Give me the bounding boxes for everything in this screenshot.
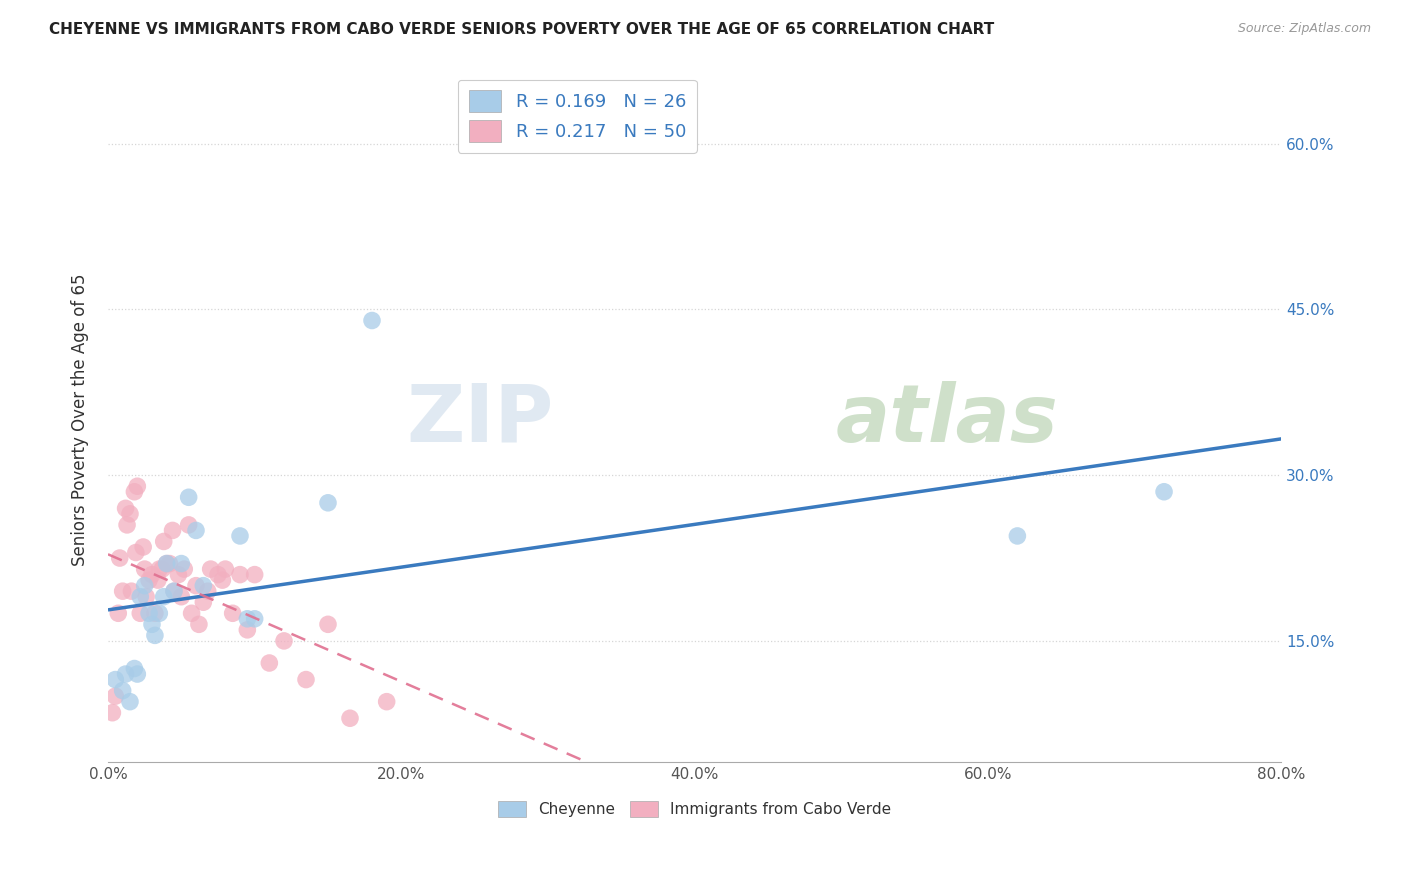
Text: ZIP: ZIP: [406, 381, 554, 459]
Point: [156, 557, 179, 571]
Point: [167, 567, 190, 582]
Text: atlas: atlas: [835, 381, 1059, 459]
Point: [163, 584, 186, 599]
Point: [295, 673, 318, 687]
Point: [143, 628, 166, 642]
Point: [134, 562, 156, 576]
Point: [229, 529, 252, 543]
Point: [135, 590, 157, 604]
Point: [159, 557, 181, 571]
Point: [141, 617, 163, 632]
Point: [134, 579, 156, 593]
Point: [107, 607, 129, 621]
Point: [108, 551, 131, 566]
Legend: Cheyenne, Immigrants from Cabo Verde: Cheyenne, Immigrants from Cabo Verde: [492, 795, 897, 823]
Point: [111, 683, 134, 698]
Text: Source: ZipAtlas.com: Source: ZipAtlas.com: [1237, 22, 1371, 36]
Point: [187, 617, 209, 632]
Point: [162, 524, 184, 538]
Point: [170, 590, 193, 604]
Point: [221, 607, 243, 621]
Point: [184, 524, 207, 538]
Point: [138, 573, 160, 587]
Point: [259, 656, 281, 670]
Point: [111, 584, 134, 599]
Point: [316, 496, 339, 510]
Point: [148, 607, 170, 621]
Point: [170, 557, 193, 571]
Point: [236, 623, 259, 637]
Point: [173, 562, 195, 576]
Point: [339, 711, 361, 725]
Point: [207, 567, 229, 582]
Y-axis label: Seniors Poverty Over the Age of 65: Seniors Poverty Over the Age of 65: [72, 274, 89, 566]
Point: [120, 584, 142, 599]
Point: [197, 584, 219, 599]
Point: [124, 661, 146, 675]
Point: [101, 706, 124, 720]
Point: [214, 562, 236, 576]
Point: [138, 607, 160, 621]
Point: [163, 584, 186, 599]
Point: [118, 507, 141, 521]
Point: [143, 607, 166, 621]
Point: [200, 562, 222, 576]
Point: [1007, 529, 1029, 543]
Point: [184, 579, 207, 593]
Point: [316, 617, 339, 632]
Point: [193, 595, 215, 609]
Point: [118, 695, 141, 709]
Point: [127, 479, 149, 493]
Point: [375, 695, 398, 709]
Point: [180, 607, 202, 621]
Point: [1153, 484, 1175, 499]
Text: CHEYENNE VS IMMIGRANTS FROM CABO VERDE SENIORS POVERTY OVER THE AGE OF 65 CORREL: CHEYENNE VS IMMIGRANTS FROM CABO VERDE S…: [49, 22, 994, 37]
Point: [114, 501, 136, 516]
Point: [193, 579, 215, 593]
Point: [148, 562, 170, 576]
Point: [243, 567, 266, 582]
Point: [129, 607, 152, 621]
Point: [104, 689, 127, 703]
Point: [211, 573, 233, 587]
Point: [125, 545, 148, 559]
Point: [273, 634, 295, 648]
Point: [152, 590, 174, 604]
Point: [236, 612, 259, 626]
Point: [141, 567, 163, 582]
Point: [127, 667, 149, 681]
Point: [124, 484, 146, 499]
Point: [156, 557, 179, 571]
Point: [146, 573, 169, 587]
Point: [114, 667, 136, 681]
Point: [177, 490, 200, 504]
Point: [150, 562, 173, 576]
Point: [152, 534, 174, 549]
Point: [115, 517, 138, 532]
Point: [104, 673, 127, 687]
Point: [177, 517, 200, 532]
Point: [229, 567, 252, 582]
Point: [243, 612, 266, 626]
Point: [129, 590, 152, 604]
Point: [132, 540, 155, 554]
Point: [361, 313, 384, 327]
